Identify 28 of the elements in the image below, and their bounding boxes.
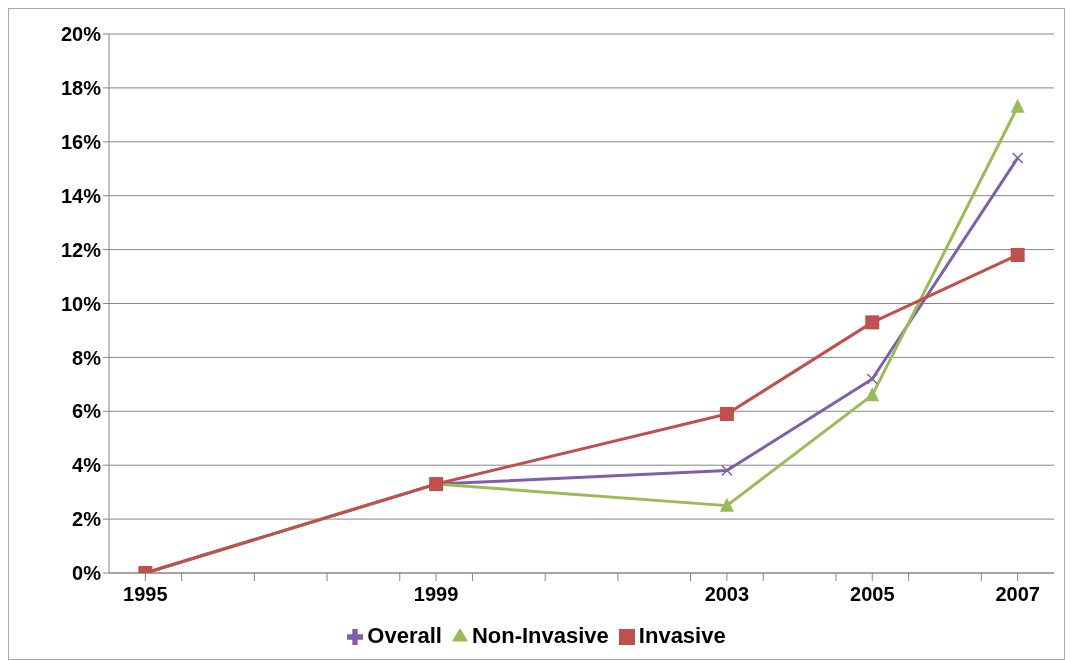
point xyxy=(719,407,734,421)
y-tick-label: 10% xyxy=(60,292,102,315)
y-tick-label: 4% xyxy=(72,454,102,477)
x-tick-label: 1999 xyxy=(413,583,459,605)
y-tick-label: 20% xyxy=(60,23,102,46)
legend-label: Overall xyxy=(367,623,442,648)
y-tick-label: 16% xyxy=(60,130,102,153)
x-tick-label: 2007 xyxy=(995,583,1040,605)
x-tick-label: 1995 xyxy=(123,583,168,605)
point xyxy=(865,387,880,402)
y-tick-label: 14% xyxy=(60,184,102,207)
point xyxy=(721,464,733,477)
y-tick-label: 12% xyxy=(60,238,102,261)
legend-label: Invasive xyxy=(638,623,726,648)
x-tick-label: 2005 xyxy=(850,583,895,605)
y-tick-label: 8% xyxy=(72,346,102,369)
x-tick-label: 2003 xyxy=(704,583,750,605)
point xyxy=(719,497,734,512)
point xyxy=(1010,98,1025,113)
point xyxy=(1011,152,1024,164)
point xyxy=(865,315,880,330)
y-tick-label: 6% xyxy=(72,400,102,423)
y-tick-label: 2% xyxy=(72,508,102,531)
point xyxy=(866,373,879,385)
point xyxy=(1010,247,1025,262)
legend-label: Non-Invasive xyxy=(471,623,609,648)
y-tick-label: 18% xyxy=(60,77,102,99)
y-tick-label: 0% xyxy=(72,562,102,585)
